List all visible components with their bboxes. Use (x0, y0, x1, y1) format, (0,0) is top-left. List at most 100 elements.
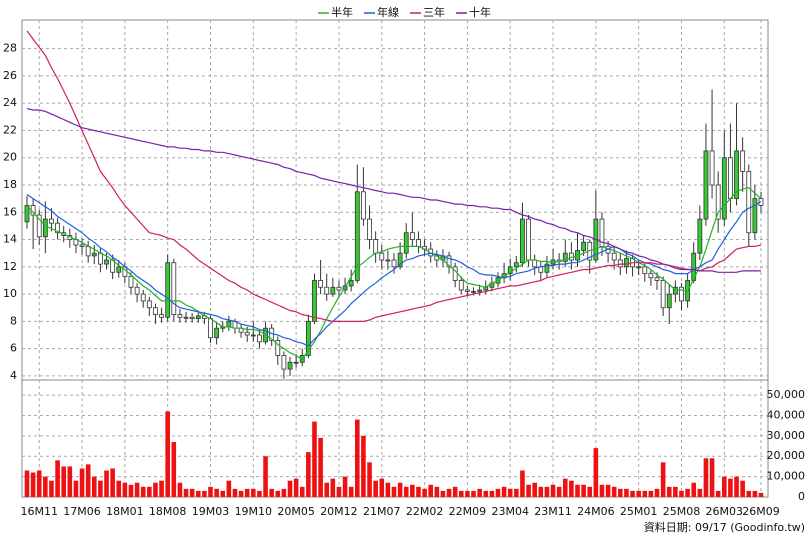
legend-label: 三年 (423, 5, 445, 19)
volume-bar (24, 470, 30, 497)
candle-body (361, 191, 366, 220)
volume-bar (391, 486, 397, 497)
volume-bar (605, 484, 611, 497)
volume-bar (630, 490, 635, 497)
candle-body (581, 241, 587, 251)
candle-body (526, 218, 531, 261)
candle-body (281, 355, 287, 370)
candle-body (734, 150, 739, 200)
volume-bar (452, 486, 458, 497)
candle-body (293, 361, 299, 364)
volume-bar (446, 488, 452, 497)
x-tick-label: 24M06 (577, 505, 615, 518)
volume-bar (673, 486, 678, 497)
x-tick-label: 22M09 (449, 505, 487, 518)
volume-bar (275, 490, 281, 497)
candle-body (85, 245, 91, 257)
candle-body (544, 263, 550, 273)
volume-bar (165, 411, 170, 497)
volume-bar (703, 458, 709, 497)
volume-bar (758, 492, 764, 497)
candle-body (624, 258, 629, 268)
volume-bar (183, 488, 189, 497)
candle-body (385, 259, 391, 262)
y-tick-label: 14 (3, 233, 17, 246)
volume-bar (611, 486, 617, 497)
candle-body (305, 320, 311, 356)
volume-bar (140, 486, 146, 497)
candle-body (318, 280, 324, 288)
volume-bar (556, 486, 562, 497)
y-tick-label: 24 (3, 96, 17, 109)
candle-body (397, 252, 403, 268)
candle-body (715, 184, 721, 220)
volume-bar (575, 484, 580, 497)
x-tick-label: 26M03 (706, 505, 744, 518)
ma-line (26, 30, 762, 322)
candle-body (477, 289, 483, 292)
volume-bar (324, 482, 330, 497)
volume-bar (67, 466, 73, 497)
candle-body (250, 334, 256, 337)
volume-bar (507, 488, 513, 497)
candle-body (287, 361, 293, 370)
volume-bar (318, 437, 323, 497)
volume-bar (122, 482, 128, 497)
y-tick-label: 8 (10, 314, 17, 327)
candle-body (728, 157, 733, 200)
y-tick-label: 10 (3, 287, 17, 300)
footer: 資料日期: 09/17 (Goodinfo.tw) (644, 520, 805, 534)
x-tick-label: 20M05 (277, 505, 315, 518)
volume-bar (116, 480, 122, 497)
volume-bar (281, 488, 287, 497)
candle-body (446, 255, 452, 268)
candle-body (354, 191, 360, 281)
x-tick-label: 22M02 (406, 505, 444, 518)
volume-bar (49, 480, 54, 497)
volume-bar (685, 488, 690, 497)
candle-body (367, 218, 372, 240)
volume-bar (312, 421, 317, 497)
y-tick-label: 22 (3, 123, 17, 136)
volume-bar (410, 484, 415, 497)
x-tick-label: 16M11 (20, 505, 58, 518)
candle-body (214, 327, 220, 339)
candle-body (636, 266, 642, 269)
volume-tick-label: 50,000 (767, 388, 806, 401)
candle-body (520, 218, 525, 264)
volume-bar (679, 490, 684, 497)
candle-body (464, 289, 470, 292)
volume-bar (660, 462, 666, 497)
candle-body (79, 244, 85, 247)
volume-bar (147, 486, 152, 497)
candle-body (691, 252, 697, 281)
candle-body (373, 239, 379, 254)
volume-bar (128, 484, 134, 497)
volume-bar (36, 470, 42, 497)
volume-bar (269, 488, 274, 497)
volume-bar (251, 488, 256, 497)
volume-bar (397, 482, 403, 497)
volume-bar (458, 490, 464, 497)
volume-bar (232, 488, 238, 497)
candle-body (134, 286, 140, 295)
volume-bar (134, 482, 140, 497)
volume-bar (342, 476, 348, 497)
y-tick-label: 12 (3, 260, 17, 273)
legend-label: 十年 (469, 5, 491, 19)
volume-bar (422, 488, 427, 497)
volume-bar (477, 488, 482, 497)
x-tick-label: 23M04 (491, 505, 529, 518)
candle-body (153, 307, 158, 315)
volume-bar (263, 456, 268, 497)
volume-bar (287, 480, 293, 497)
volume-bar (581, 484, 586, 497)
candle-body (140, 293, 146, 302)
candle-body (189, 316, 195, 320)
y-tick-label: 16 (3, 205, 17, 218)
volume-bar (746, 490, 752, 497)
candle-body (171, 262, 177, 315)
candle-body (403, 232, 409, 254)
